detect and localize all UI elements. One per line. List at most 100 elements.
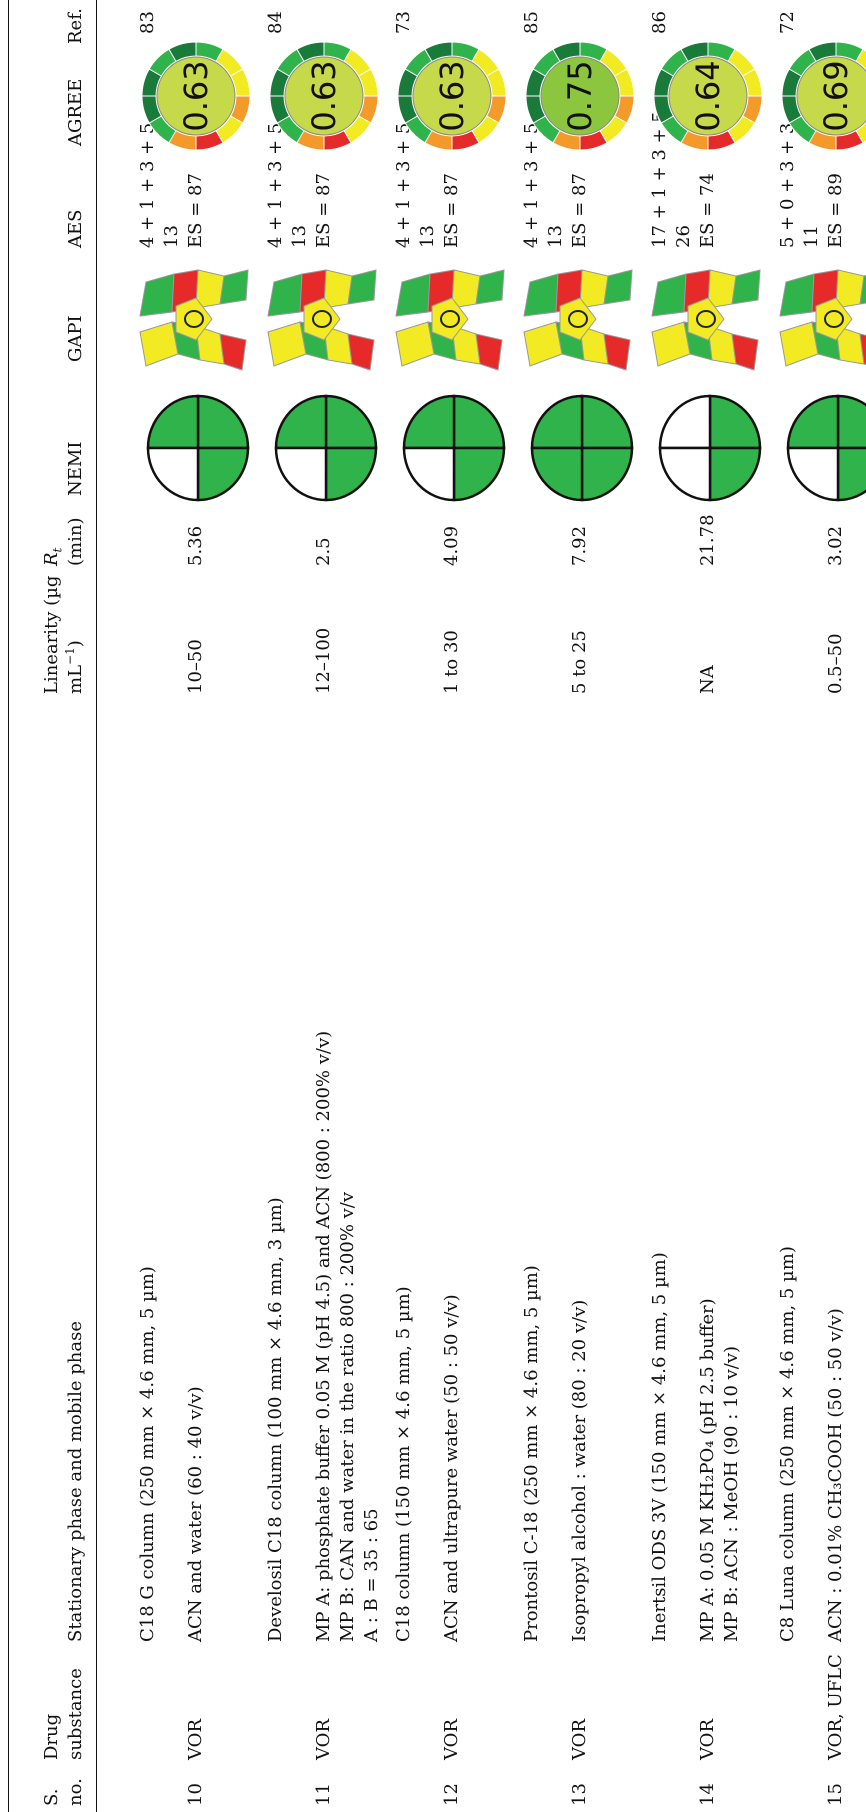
row-drug: VOR (697, 1719, 718, 1760)
agree-ring-segment (269, 95, 291, 124)
row-drug: VOR (569, 1719, 590, 1760)
header-nemi: NEMI (65, 441, 86, 496)
row-aes-line: ES = 89 (825, 173, 846, 248)
gapi-segment (731, 333, 759, 371)
nemi-quadrant (836, 394, 866, 450)
row-stationary-phase: C8 Luna column (250 mm × 4.6 mm, 5 µm) (777, 1246, 798, 1642)
row-mobile-phase-line: ACN and ultrapure water (50 : 50 v/v) (441, 1294, 462, 1642)
row-sno: 13 (569, 1783, 590, 1806)
gapi-segment (219, 269, 249, 305)
nemi-quadrant (196, 394, 250, 450)
nemi-quadrant (658, 394, 712, 450)
top-rule (8, 0, 9, 1812)
row-drug: VOR (185, 1719, 206, 1760)
row-linearity: 12–100 (313, 627, 334, 694)
header-ref: Ref. (65, 8, 86, 44)
gapi-segment (779, 321, 819, 367)
nemi-pictogram (530, 394, 634, 502)
agree-center-circle (796, 56, 866, 136)
row-sno: 15 (825, 1783, 846, 1806)
row-mobile-phase-line: MP B: CAN and water in the ratio 800 : 2… (337, 1191, 358, 1642)
row-linearity: 5 to 25 (569, 630, 590, 694)
nemi-quadrant (324, 394, 378, 450)
nemi-quadrant (786, 446, 840, 502)
gapi-segment (651, 273, 687, 317)
gapi-center-circle (184, 310, 204, 328)
agree-pictogram: 0.64 (652, 40, 764, 152)
gapi-segment (523, 273, 559, 317)
agree-pictogram: 0.75 (524, 40, 636, 152)
row-mobile-phase-line: MP A: 0.05 M KH₂PO₄ (pH 2.5 buffer) (697, 1298, 718, 1642)
gapi-segment (303, 297, 341, 341)
agree-ring-segment (653, 95, 675, 124)
row-aes-line: 13 (545, 225, 566, 248)
row-stationary-phase: Inertsil ODS 3V (150 mm × 4.6 mm, 5 µm) (649, 1252, 670, 1642)
gapi-center-circle (824, 310, 844, 328)
gapi-segment (859, 269, 866, 305)
agree-ring-segment (781, 95, 803, 124)
agree-score: 0.75 (561, 60, 599, 131)
row-retention-time: 3.02 (825, 525, 846, 566)
row-mobile-phase-line: A : B = 35 : 65 (361, 1508, 382, 1642)
row-sno: 12 (441, 1783, 462, 1806)
agree-pictogram: 0.63 (268, 40, 380, 152)
nemi-quadrant (658, 446, 712, 502)
gapi-segment (815, 297, 853, 341)
row-retention-time: 7.92 (569, 525, 590, 566)
agree-ring-segment (141, 95, 163, 124)
row-aes-line: 13 (289, 225, 310, 248)
row-linearity: 0.5–50 (825, 633, 846, 694)
gapi-segment (347, 333, 375, 371)
row-stationary-phase: Prontosil C-18 (250 mm × 4.6 mm, 5 µm) (521, 1265, 542, 1642)
header-linearity: Linearity (µg mL−1) (41, 575, 86, 694)
nemi-pictogram (402, 394, 506, 502)
gapi-center-circle (440, 310, 460, 328)
row-ref: 72 (777, 11, 798, 34)
gapi-pictogram (650, 264, 766, 374)
nemi-quadrant (708, 394, 762, 450)
row-mobile-phase-line: Isopropyl alcohol : water (80 : 20 v/v) (569, 1299, 590, 1642)
header-agree: AGREE (65, 78, 86, 146)
row-mobile-phase-line: MP A: phosphate buffer 0.05 M (pH 4.5) a… (313, 1030, 334, 1642)
header-rt: Rt (min) (41, 517, 86, 566)
row-linearity: 10–50 (185, 639, 206, 694)
gapi-pictogram (522, 264, 638, 374)
gapi-segment (779, 273, 815, 317)
nemi-pictogram (146, 394, 250, 502)
agree-score: 0.64 (689, 60, 727, 131)
row-ref: 83 (137, 11, 158, 34)
row-aes-line: ES = 74 (697, 173, 718, 248)
row-stationary-phase: Develosil C18 column (100 mm × 4.6 mm, 3… (265, 1197, 286, 1642)
agree-score: 0.63 (177, 60, 215, 131)
gapi-segment (687, 297, 725, 341)
nemi-quadrant (530, 446, 584, 502)
row-aes-line: 11 (801, 225, 822, 248)
agree-center-circle (412, 56, 492, 136)
nemi-quadrant (274, 394, 328, 450)
row-drug: VOR (441, 1719, 462, 1760)
row-aes-line: 26 (673, 225, 694, 248)
gapi-segment (267, 321, 307, 367)
gapi-segment (395, 273, 431, 317)
row-sno: 10 (185, 1783, 206, 1806)
agree-ring-segment (525, 95, 547, 124)
header-sno: S. no. (41, 1778, 86, 1806)
header-phase: Stationary phase and mobile phase (65, 1320, 86, 1642)
gapi-segment (523, 321, 563, 367)
nemi-pictogram (274, 394, 378, 502)
agree-center-circle (540, 56, 620, 136)
row-sno: 11 (313, 1783, 334, 1806)
gapi-segment (475, 333, 503, 371)
gapi-center-circle (696, 310, 716, 328)
gapi-segment (603, 333, 631, 371)
gapi-pictogram (266, 264, 382, 374)
row-aes-line: ES = 87 (569, 173, 590, 248)
gapi-segment (395, 321, 435, 367)
gapi-segment (139, 273, 175, 317)
header-drug: Drug substance (41, 1668, 86, 1760)
row-aes-line: ES = 87 (185, 173, 206, 248)
agree-pictogram: 0.63 (396, 40, 508, 152)
row-retention-time: 2.5 (313, 537, 334, 566)
gapi-segment (175, 297, 213, 341)
nemi-quadrant (708, 446, 762, 502)
